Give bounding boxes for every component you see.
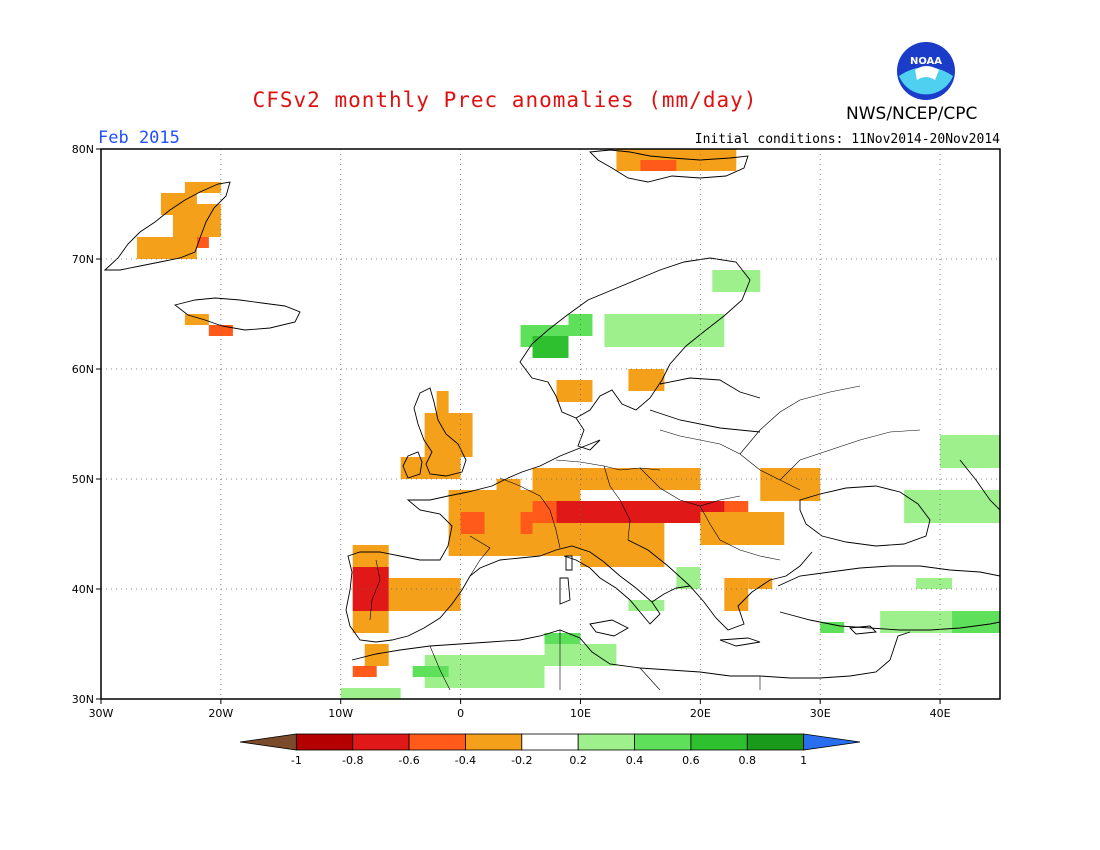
colorbar-swatch [690, 733, 748, 751]
anomaly-cell [700, 512, 785, 545]
anomaly-cell [388, 578, 461, 611]
lat-tick-label: 30N [72, 693, 94, 706]
map-title: CFSv2 monthly Prec anomalies (mm/day) [252, 88, 758, 112]
anomaly-cell [628, 600, 665, 611]
anomaly-cell [760, 468, 821, 501]
colorbar-swatch [634, 733, 692, 751]
colorbar-label: -0.6 [398, 754, 419, 767]
anomaly-cell [136, 237, 197, 259]
colorbar-swatch [577, 733, 635, 751]
anomaly-cell [520, 512, 533, 534]
colorbar-swatch [746, 733, 805, 751]
colorbar-label: 0.2 [569, 754, 587, 767]
lon-tick-label: 10W [328, 707, 353, 720]
colorbar-label: 0.4 [626, 754, 644, 767]
colorbar-label: -0.4 [455, 754, 476, 767]
lon-tick-label: 20W [208, 707, 233, 720]
colorbar-swatch [803, 733, 861, 751]
lon-tick-label: 30W [89, 707, 114, 720]
anomaly-cell [544, 633, 581, 644]
lon-tick-label: 40E [930, 707, 951, 720]
anomaly-cell [712, 270, 761, 292]
anomaly-cell [724, 578, 749, 611]
anomaly-cell [676, 567, 701, 589]
anomaly-cell [556, 380, 593, 402]
anomaly-cell [556, 501, 725, 523]
anomaly-cell [940, 435, 1000, 468]
colorbar-label: -0.2 [511, 754, 532, 767]
anomaly-layer [136, 149, 1000, 699]
anomaly-cell [628, 369, 665, 391]
anomaly-cell [640, 160, 677, 171]
noaa-logo-text: NOAA [910, 56, 942, 67]
noaa-logo-icon: NOAA [897, 42, 955, 100]
anomaly-cell [184, 314, 209, 325]
anomaly-cell [352, 666, 377, 677]
anomaly-cell [460, 512, 485, 534]
graticule [101, 149, 1000, 699]
map-frame [100, 148, 1001, 700]
lat-tick-label: 80N [72, 143, 94, 156]
colorbar-swatch [465, 733, 523, 751]
anomaly-cell [340, 688, 401, 699]
valid-month-label: Feb 2015 [98, 128, 180, 148]
organization-label: NWS/NCEP/CPC [846, 104, 978, 124]
anomaly-cell [952, 611, 1000, 633]
colorbar-label: -0.8 [342, 754, 363, 767]
colorbar-legend: -1 -0.8 -0.6 -0.4 -0.2 0.2 0.4 0.6 0.8 1 [239, 733, 861, 767]
anomaly-cell [196, 237, 209, 248]
anomaly-cell [916, 578, 953, 589]
anomaly-cell [820, 622, 845, 633]
lon-tick-label: 0 [457, 707, 464, 720]
political-borders [369, 385, 921, 691]
anomaly-cell [400, 457, 461, 479]
colorbar-label: 0.6 [682, 754, 700, 767]
anomaly-cell [352, 567, 389, 611]
lon-tick-label: 20E [690, 707, 711, 720]
anomaly-cell [604, 314, 725, 347]
anomaly-cell [748, 578, 773, 589]
lon-tick-label: 30E [810, 707, 831, 720]
lat-tick-label: 40N [72, 583, 94, 596]
anomaly-cell [412, 666, 449, 677]
colorbar-swatch [521, 733, 579, 751]
lon-tick-label: 10E [570, 707, 591, 720]
colorbar-label: 1 [800, 754, 807, 767]
colorbar-swatch [352, 733, 410, 751]
lat-tick-label: 50N [72, 473, 94, 486]
anomaly-cell [436, 391, 449, 413]
anomaly-cell [904, 490, 1000, 523]
colorbar-swatch [295, 733, 354, 751]
anomaly-cell [424, 413, 473, 457]
colorbar-swatch [408, 733, 466, 751]
colorbar-label: -1 [291, 754, 302, 767]
anomaly-cell [496, 479, 521, 501]
anomaly-cell [580, 523, 665, 567]
anomaly-cell [184, 182, 221, 193]
anomaly-cell [532, 336, 569, 358]
colorbar-swatch [239, 733, 297, 751]
colorbar-label: 0.8 [739, 754, 757, 767]
anomaly-cell [364, 644, 389, 666]
coastlines [103, 149, 1001, 679]
lat-tick-label: 70N [72, 253, 94, 266]
initial-conditions-label: Initial conditions: 11Nov2014-20Nov2014 [694, 132, 1000, 147]
lat-tick-label: 60N [72, 363, 94, 376]
anomaly-cell [208, 325, 233, 336]
